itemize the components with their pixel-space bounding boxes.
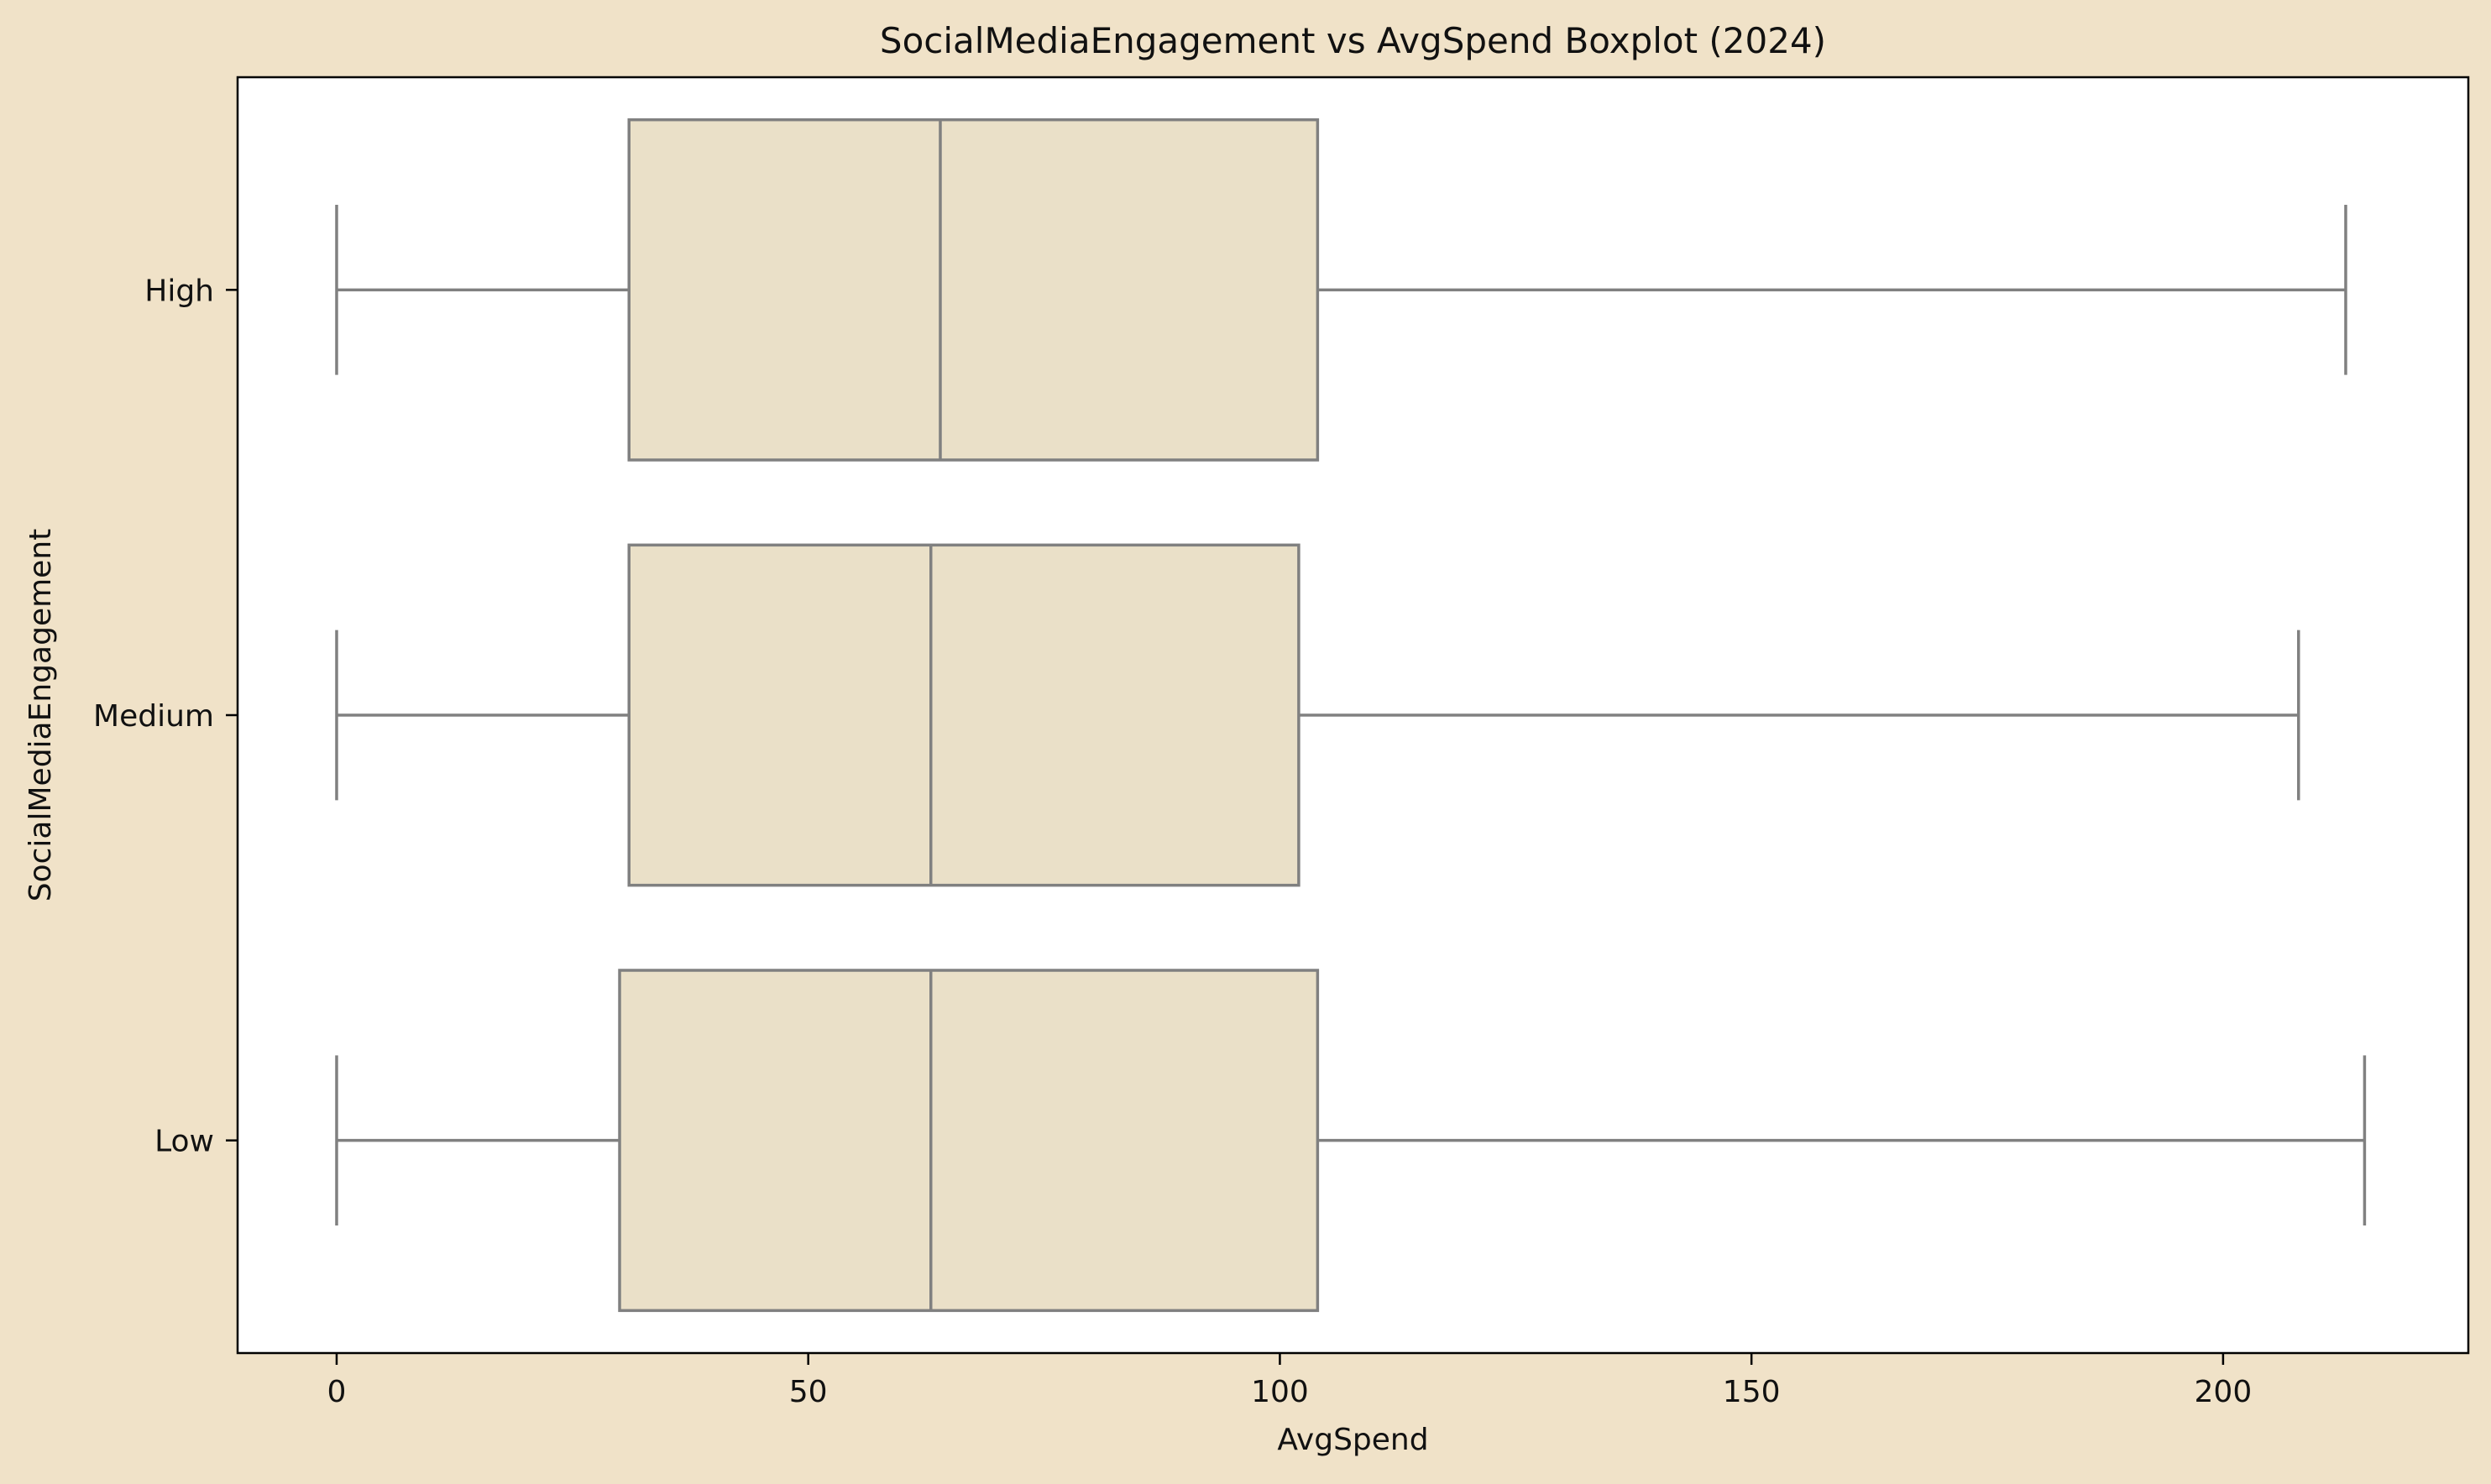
y-tick-label-medium: Medium xyxy=(93,699,214,734)
x-axis-label: AvgSpend xyxy=(1277,1423,1428,1457)
box-high xyxy=(335,118,2347,462)
box-low xyxy=(335,969,2367,1313)
plot-frame xyxy=(236,76,2470,1355)
x-tick-label-200: 200 xyxy=(2195,1375,2253,1409)
box-medium xyxy=(335,543,2300,887)
y-axis: High Medium Low xyxy=(93,274,238,1159)
iqr-box-medium xyxy=(627,543,1300,887)
x-tick-label-150: 150 xyxy=(1723,1375,1781,1409)
x-axis: 0 50 100 150 200 xyxy=(327,1353,2253,1409)
y-tick-label-low: Low xyxy=(154,1125,214,1159)
iqr-box-high xyxy=(627,118,1320,462)
iqr-box-low xyxy=(618,969,1320,1313)
y-axis-label: SocialMediaEngagement xyxy=(24,529,58,901)
y-tick-label-high: High xyxy=(144,274,214,308)
x-tick-label-0: 0 xyxy=(327,1375,347,1409)
chart-title: SocialMediaEngagement vs AvgSpend Boxplo… xyxy=(880,20,1826,61)
x-tick-label-50: 50 xyxy=(789,1375,828,1409)
boxes-layer xyxy=(335,118,2367,1313)
x-tick-label-100: 100 xyxy=(1251,1375,1309,1409)
